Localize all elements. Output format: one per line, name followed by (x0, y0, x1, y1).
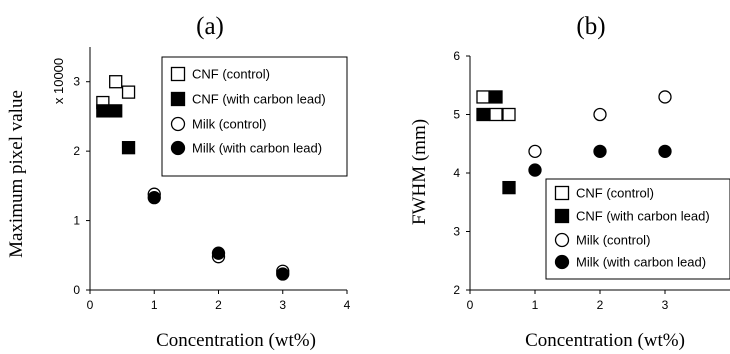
data-point-open-square (109, 75, 123, 89)
data-point-filled-square (476, 107, 490, 122)
data-point-open-circle (528, 144, 542, 159)
panel-b-points (476, 90, 672, 195)
legend-box (161, 56, 348, 177)
data-point-filled-square (96, 104, 110, 118)
legend-entry-label: Milk (with carbon lead) (576, 255, 706, 270)
data-point-filled-square (489, 90, 503, 104)
legend-swatch-filled-square (170, 91, 186, 107)
data-point-filled-circle (528, 163, 542, 177)
y-tick-label: 6 (453, 49, 460, 63)
data-point-filled-square (121, 141, 136, 155)
legend-swatch-open-circle (554, 232, 570, 248)
data-point-open-square (476, 90, 490, 104)
x-tick-label: 0 (467, 298, 474, 312)
panel-b-x-axis-title: Concentration (wt%) (525, 330, 685, 351)
x-tick-label: 3 (662, 298, 669, 312)
legend-box (545, 178, 730, 280)
legend-entry-label: CNF (with carbon lead) (576, 209, 710, 224)
legend-swatch-open-circle (170, 116, 186, 132)
panel-a-x-axis-title: Concentration (wt%) (156, 330, 316, 351)
panel-b-y-axis-title: FWHM (mm) (409, 119, 430, 225)
legend-entry-label: CNF (control) (192, 67, 270, 82)
panel-a-tick-labels: 0 1 2 3 4 0 1 2 3 (73, 75, 350, 312)
x-tick-label: 2 (597, 298, 604, 312)
legend-swatch-filled-circle (170, 140, 186, 156)
legend-swatch-open-square (170, 66, 186, 82)
data-point-filled-circle (276, 267, 290, 281)
panel-b-axes (466, 55, 730, 294)
legend-entry-label: Milk (control) (192, 117, 266, 132)
legend-swatch-filled-circle (554, 254, 570, 270)
y-tick-label: 0 (73, 283, 80, 297)
y-tick-label: 2 (453, 283, 460, 297)
legend-entry-label: CNF (with carbon lead) (192, 92, 326, 107)
y-tick-label: 2 (73, 144, 80, 158)
y-tick-label: 4 (453, 166, 460, 180)
panel-a-label: (a) (196, 13, 224, 40)
legend-swatch-open-square (554, 185, 570, 201)
panel-a: (a) Concentration (wt%) Maximum pixel va… (6, 13, 351, 351)
y-tick-label: 1 (73, 214, 80, 228)
legend-entry-label: Milk (control) (576, 233, 650, 248)
panel-a-axes (86, 47, 348, 294)
panel-a-y-axis-title: Maximum pixel value (6, 90, 27, 258)
data-point-filled-circle (147, 191, 161, 205)
legend-entry-label: CNF (control) (576, 186, 654, 201)
legend-swatch-filled-square (554, 208, 570, 224)
data-point-filled-square (502, 180, 516, 195)
panel-b: (b) Concentration (wt%) FWHM (mm) 0 1 2 3 2 3… (409, 13, 730, 351)
data-point-filled-square (109, 104, 123, 118)
y-tick-label: 3 (73, 75, 80, 89)
data-point-open-square (121, 85, 136, 99)
data-point-open-circle (593, 107, 607, 122)
panel-a-legend: CNF (control) CNF (with carbon lead) Milk … (161, 56, 348, 177)
data-point-open-square (502, 107, 516, 122)
y-tick-label: 5 (453, 108, 460, 122)
panel-b-legend: CNF (control) CNF (with carbon lead) Milk … (545, 178, 730, 280)
legend-entry-label: Milk (with carbon lead) (192, 141, 322, 156)
x-tick-label: 0 (87, 298, 94, 312)
panel-b-tick-labels: 0 1 2 3 2 3 4 5 6 (453, 49, 668, 312)
x-tick-label: 1 (532, 298, 539, 312)
data-point-filled-circle (211, 246, 226, 260)
y-tick-label: 3 (453, 225, 460, 239)
panel-a-points (96, 75, 290, 281)
data-point-open-square (489, 107, 503, 122)
panel-b-label: (b) (576, 13, 605, 40)
x-tick-label: 1 (151, 298, 158, 312)
data-point-filled-circle (593, 144, 607, 159)
data-point-filled-circle (658, 144, 672, 159)
data-point-open-circle (658, 90, 672, 104)
x-tick-label: 4 (344, 298, 351, 312)
panel-a-y-multiplier: x 10000 (51, 58, 66, 104)
x-tick-label: 2 (215, 298, 222, 312)
x-tick-label: 3 (279, 298, 286, 312)
